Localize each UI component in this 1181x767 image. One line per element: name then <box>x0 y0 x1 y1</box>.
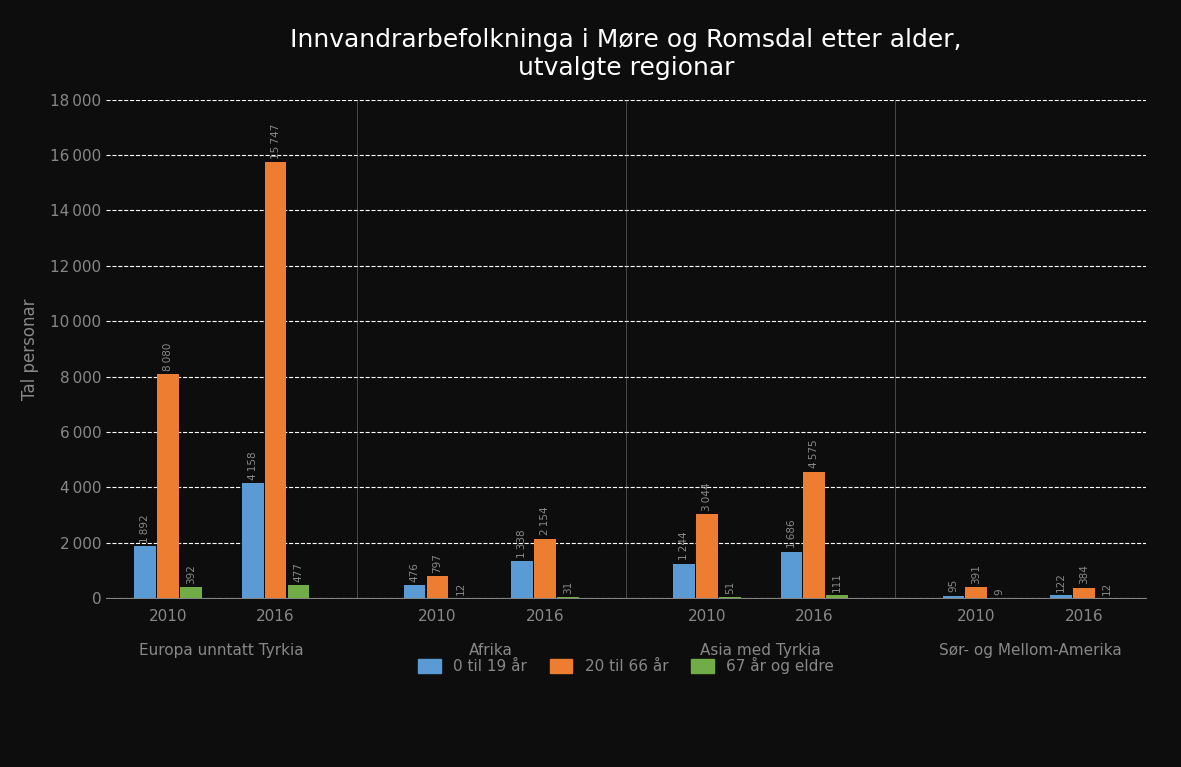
Bar <box>781 551 802 598</box>
Legend: 0 til 19 år, 20 til 66 år, 67 år og eldre: 0 til 19 år, 20 til 66 år, 67 år og eldr… <box>411 651 841 680</box>
Bar <box>157 374 180 598</box>
Text: 31: 31 <box>563 581 573 594</box>
Text: 12: 12 <box>456 581 465 594</box>
Text: 1 244: 1 244 <box>679 532 689 561</box>
Bar <box>426 576 449 598</box>
Text: 797: 797 <box>432 553 443 573</box>
Text: 1 686: 1 686 <box>787 519 796 548</box>
Text: 2 154: 2 154 <box>540 507 550 535</box>
Y-axis label: Tal personar: Tal personar <box>21 298 39 400</box>
Text: 1 892: 1 892 <box>141 514 150 542</box>
Text: 15 747: 15 747 <box>270 123 281 159</box>
Bar <box>803 472 826 598</box>
Bar <box>696 514 718 598</box>
Text: 384: 384 <box>1078 565 1089 584</box>
Bar <box>511 561 533 598</box>
Text: 391: 391 <box>971 565 981 584</box>
Text: Afrika: Afrika <box>469 643 514 657</box>
Bar <box>180 588 202 598</box>
Text: Asia med Tyrkia: Asia med Tyrkia <box>700 643 821 657</box>
Text: 111: 111 <box>833 572 842 592</box>
Bar <box>404 585 425 598</box>
Bar <box>265 162 287 598</box>
Text: 122: 122 <box>1056 571 1066 591</box>
Bar <box>719 597 740 598</box>
Text: 476: 476 <box>410 562 419 581</box>
Bar <box>287 585 309 598</box>
Text: 9: 9 <box>994 588 1004 594</box>
Text: 4 158: 4 158 <box>248 451 257 480</box>
Text: 3 044: 3 044 <box>702 482 712 511</box>
Bar <box>942 596 965 598</box>
Text: Sør- og Mellom-Amerika: Sør- og Mellom-Amerika <box>939 643 1122 657</box>
Bar <box>827 595 848 598</box>
Bar <box>534 538 556 598</box>
Bar <box>1072 588 1095 598</box>
Bar <box>965 588 987 598</box>
Text: 51: 51 <box>725 581 735 594</box>
Text: 1 338: 1 338 <box>517 529 527 558</box>
Text: Europa unntatt Tyrkia: Europa unntatt Tyrkia <box>139 643 304 657</box>
Text: 392: 392 <box>185 565 196 584</box>
Text: 12: 12 <box>1102 581 1111 594</box>
Bar <box>557 597 579 598</box>
Title: Innvandrarbefolkninga i Møre og Romsdal etter alder,
utvalgte regionar: Innvandrarbefolkninga i Møre og Romsdal … <box>291 28 961 80</box>
Bar <box>242 483 263 598</box>
Bar <box>673 564 694 598</box>
Text: 477: 477 <box>293 562 304 581</box>
Text: 4 575: 4 575 <box>809 439 820 468</box>
Text: 8 080: 8 080 <box>163 343 174 371</box>
Bar <box>135 546 156 598</box>
Bar <box>1050 595 1072 598</box>
Text: 95: 95 <box>948 579 959 592</box>
